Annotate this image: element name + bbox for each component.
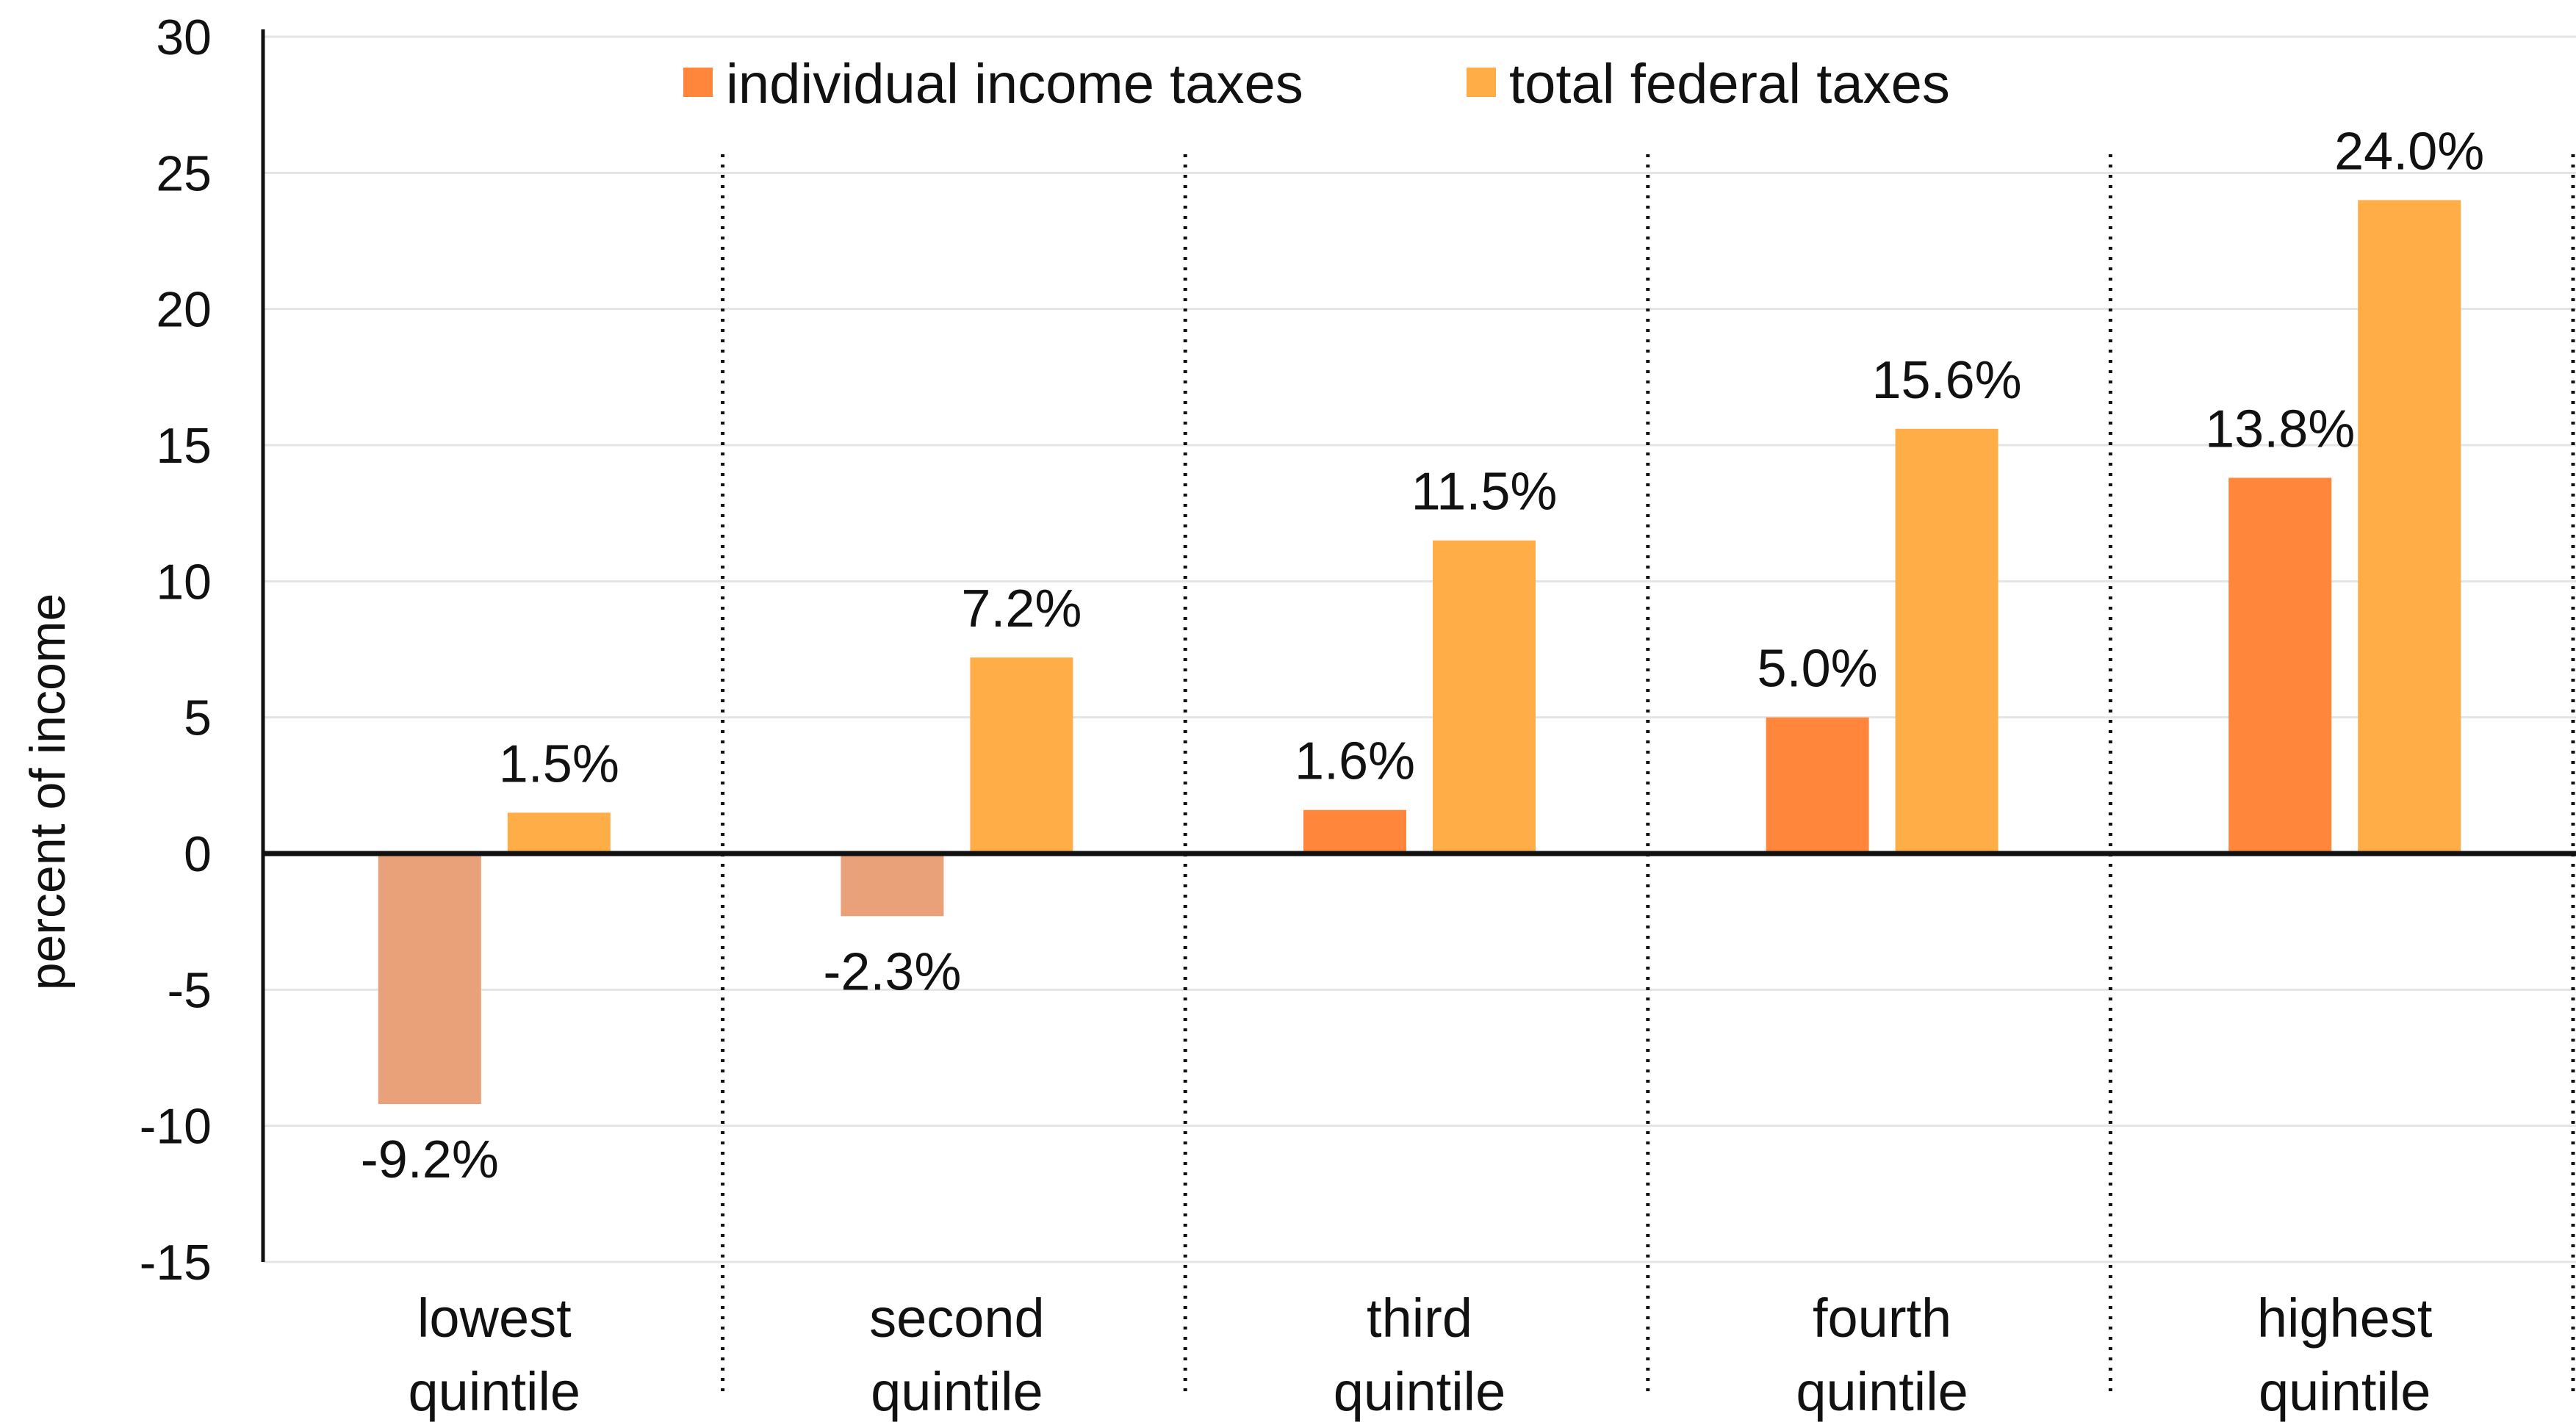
data-label: 13.8%	[2205, 400, 2355, 458]
bar-individual-income-taxes	[1766, 717, 1869, 854]
category-label: second	[869, 1288, 1045, 1349]
category-label: quintile	[409, 1361, 581, 1422]
bar-total-federal-taxes	[1895, 428, 1998, 854]
data-label: -9.2%	[361, 1130, 499, 1189]
y-tick-label: 10	[156, 554, 212, 610]
data-labels: -9.2% 1.5% -2.3% 7.2% 1.6% 11.5% 5.0% 15.6% 13.8…	[361, 122, 2485, 1189]
category-labels: lowest quintile second quintile third quintil…	[409, 1288, 2433, 1422]
y-tick-label: 5	[184, 690, 212, 746]
data-label: 5.0%	[1757, 640, 1878, 699]
category-label: third	[1367, 1288, 1472, 1349]
y-tick-label: -5	[168, 962, 212, 1018]
category-label: highest	[2257, 1288, 2433, 1349]
data-label: 1.6%	[1295, 732, 1415, 791]
category-label: quintile	[871, 1361, 1043, 1422]
bar-individual-income-taxes	[378, 854, 481, 1105]
y-tick-label: 20	[156, 282, 212, 338]
bar-individual-income-taxes	[841, 854, 944, 917]
category-label: quintile	[2259, 1361, 2431, 1422]
data-label: -2.3%	[823, 942, 961, 1001]
y-axis-title: percent of income	[20, 594, 76, 991]
y-tick-label: 0	[184, 826, 212, 882]
bars	[378, 200, 2461, 1105]
gridlines	[263, 35, 2576, 1263]
legend: individual income taxes total federal tax…	[683, 53, 1950, 115]
y-tick-label: 30	[156, 10, 212, 65]
category-label: quintile	[1334, 1361, 1506, 1422]
category-label: fourth	[1813, 1288, 1951, 1349]
axes	[261, 29, 2576, 1262]
bar-total-federal-taxes	[970, 657, 1073, 854]
legend-label: total federal taxes	[1509, 53, 1950, 115]
legend-swatch	[1467, 68, 1496, 97]
data-label: 24.0%	[2334, 122, 2484, 181]
data-label: 1.5%	[499, 735, 619, 793]
legend-swatch	[683, 68, 713, 97]
bar-individual-income-taxes	[2228, 477, 2332, 854]
legend-label: individual income taxes	[726, 53, 1303, 115]
bar-total-federal-taxes	[507, 812, 611, 854]
data-label: 7.2%	[961, 580, 1082, 638]
category-label: quintile	[1796, 1361, 1968, 1422]
y-tick-label: -15	[140, 1235, 212, 1291]
bar-total-federal-taxes	[1433, 540, 1536, 854]
y-tick-labels: 30 25 20 15 10 5 0 -5 -10 -15	[140, 10, 212, 1291]
y-tick-label: 15	[156, 418, 212, 474]
category-separators	[721, 154, 2575, 1396]
bar-total-federal-taxes	[2358, 200, 2461, 854]
bar-individual-income-taxes	[1303, 809, 1406, 854]
y-tick-label: -10	[140, 1099, 212, 1155]
category-label: lowest	[417, 1288, 572, 1349]
data-label: 15.6%	[1872, 351, 2022, 410]
y-tick-label: 25	[156, 145, 212, 201]
data-label: 11.5%	[1411, 463, 1558, 522]
